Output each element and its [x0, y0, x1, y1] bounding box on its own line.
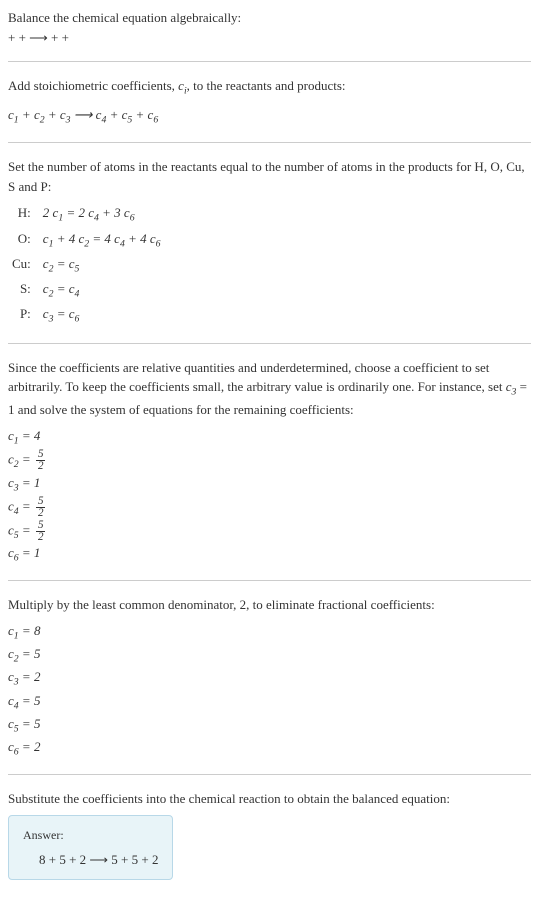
- atom-label: S:: [8, 278, 39, 303]
- atom-eq: c2 = c5: [39, 253, 165, 278]
- atoms-section: Set the number of atoms in the reactants…: [8, 157, 531, 328]
- mult-coeffs: c1 = 8 c2 = 5 c3 = 2 c4 = 5 c5 = 5 c6 = …: [8, 621, 531, 760]
- stoich-section: Add stoichiometric coefficients, ci, to …: [8, 76, 531, 128]
- answer-label: Answer:: [23, 826, 158, 844]
- coeff-line: c1 = 8: [8, 621, 531, 644]
- atoms-intro: Set the number of atoms in the reactants…: [8, 157, 531, 196]
- answer-equation: 8 + 5 + 2 ⟶ 5 + 5 + 2: [23, 850, 158, 870]
- coeff-line: c1 = 4: [8, 426, 531, 449]
- mult-intro: Multiply by the least common denominator…: [8, 595, 531, 615]
- intro-section: Balance the chemical equation algebraica…: [8, 8, 531, 47]
- coeff-line: c5 = 52: [8, 520, 531, 544]
- coeff-line: c5 = 5: [8, 714, 531, 737]
- answer-box: Answer: 8 + 5 + 2 ⟶ 5 + 5 + 2: [8, 815, 173, 881]
- coeff-line: c2 = 52: [8, 449, 531, 473]
- atom-row: H: 2 c1 = 2 c4 + 3 c6: [8, 202, 165, 227]
- atom-row: S: c2 = c4: [8, 278, 165, 303]
- solve-section: Since the coefficients are relative quan…: [8, 358, 531, 567]
- coeff-line: c4 = 52: [8, 496, 531, 520]
- atom-eq: c3 = c6: [39, 303, 165, 328]
- coeff-line: c3 = 2: [8, 667, 531, 690]
- divider: [8, 774, 531, 775]
- atom-eq: 2 c1 = 2 c4 + 3 c6: [39, 202, 165, 227]
- divider: [8, 343, 531, 344]
- stoich-text: Add stoichiometric coefficients, ci, to …: [8, 76, 531, 99]
- intro-equation: + + ⟶ + +: [8, 28, 531, 48]
- divider: [8, 61, 531, 62]
- final-section: Substitute the coefficients into the che…: [8, 789, 531, 880]
- solve-coeffs: c1 = 4 c2 = 52 c3 = 1 c4 = 52 c5 = 52 c6…: [8, 426, 531, 567]
- atom-row: Cu: c2 = c5: [8, 253, 165, 278]
- atom-label: Cu:: [8, 253, 39, 278]
- intro-line1: Balance the chemical equation algebraica…: [8, 8, 531, 28]
- atom-eq: c2 = c4: [39, 278, 165, 303]
- atom-label: H:: [8, 202, 39, 227]
- atom-row: O: c1 + 4 c2 = 4 c4 + 4 c6: [8, 228, 165, 253]
- divider: [8, 142, 531, 143]
- atom-label: O:: [8, 228, 39, 253]
- coeff-line: c3 = 1: [8, 473, 531, 496]
- stoich-equation: c1 + c2 + c3 ⟶ c4 + c5 + c6: [8, 105, 531, 128]
- atom-label: P:: [8, 303, 39, 328]
- final-intro: Substitute the coefficients into the che…: [8, 789, 531, 809]
- atom-eq: c1 + 4 c2 = 4 c4 + 4 c6: [39, 228, 165, 253]
- coeff-line: c6 = 2: [8, 737, 531, 760]
- atoms-table: H: 2 c1 = 2 c4 + 3 c6 O: c1 + 4 c2 = 4 c…: [8, 202, 165, 328]
- coeff-line: c4 = 5: [8, 691, 531, 714]
- coeff-line: c2 = 5: [8, 644, 531, 667]
- coeff-line: c6 = 1: [8, 543, 531, 566]
- divider: [8, 580, 531, 581]
- mult-section: Multiply by the least common denominator…: [8, 595, 531, 760]
- atom-row: P: c3 = c6: [8, 303, 165, 328]
- solve-intro: Since the coefficients are relative quan…: [8, 358, 531, 420]
